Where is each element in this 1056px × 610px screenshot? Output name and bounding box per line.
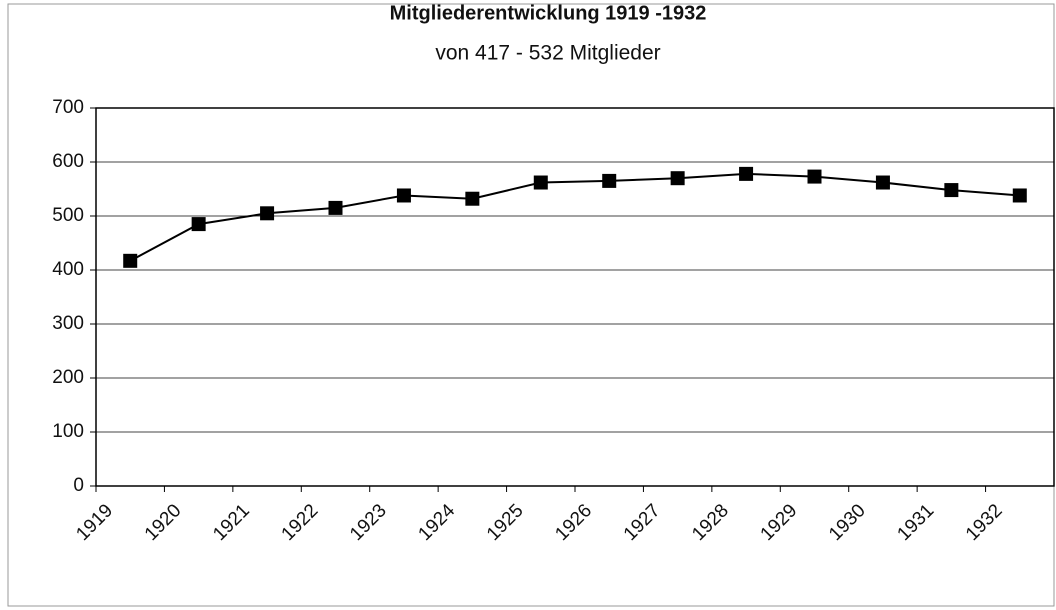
marker <box>123 253 138 268</box>
y-tick-label: 300 <box>52 313 84 334</box>
y-tick-label: 0 <box>73 475 84 496</box>
marker <box>396 188 411 203</box>
chart-title: Mitgliederentwicklung 1919 -1932 <box>390 2 707 24</box>
marker <box>1012 188 1027 203</box>
y-tick-label: 600 <box>52 151 84 172</box>
marker <box>875 175 890 190</box>
marker <box>260 206 275 221</box>
marker <box>328 200 343 215</box>
marker <box>807 169 822 184</box>
marker <box>602 173 617 188</box>
marker <box>944 183 959 198</box>
y-tick-label: 200 <box>52 367 84 388</box>
marker <box>191 217 206 232</box>
marker <box>533 175 548 190</box>
y-tick-label: 700 <box>52 97 84 118</box>
chart-subtitle: von 417 - 532 Mitglieder <box>435 42 660 65</box>
y-tick-label: 500 <box>52 205 84 226</box>
chart-frame <box>7 3 1055 607</box>
marker <box>739 166 754 181</box>
y-tick-label: 100 <box>52 421 84 442</box>
line <box>129 172 1020 262</box>
y-tick-label: 400 <box>52 259 84 280</box>
marker <box>670 171 685 186</box>
marker <box>465 191 480 206</box>
